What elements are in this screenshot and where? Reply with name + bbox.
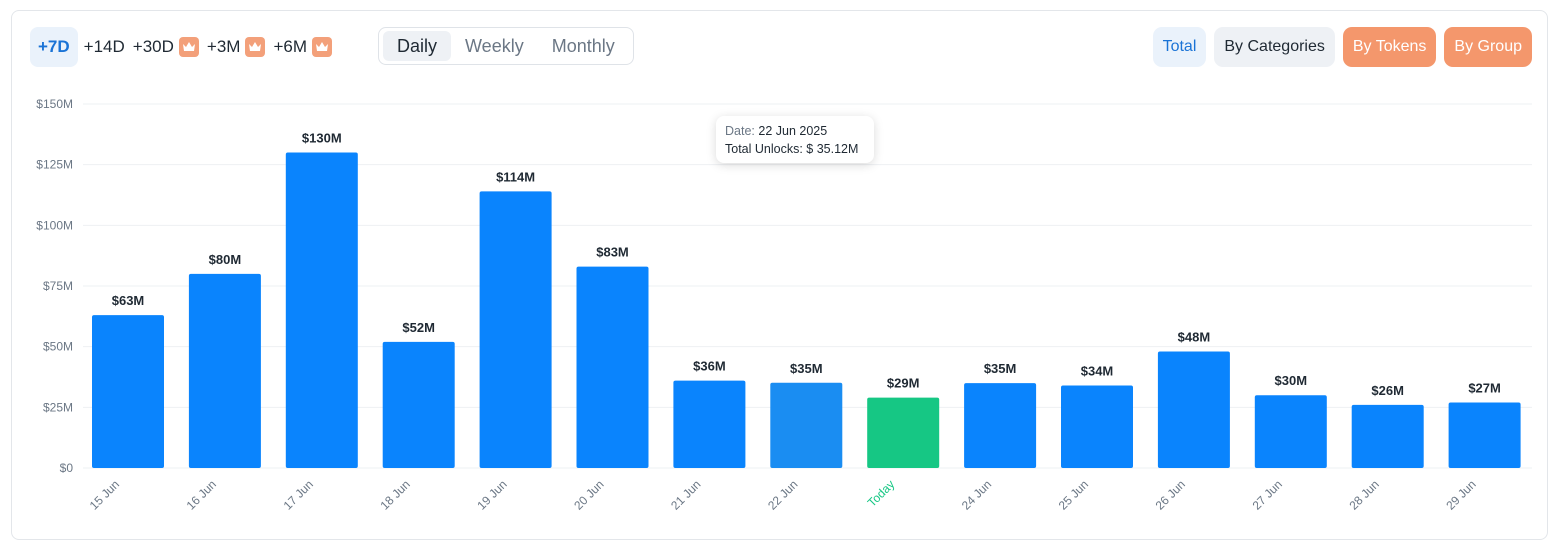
bar-value-label: $48M	[1178, 330, 1211, 345]
bar[interactable]	[92, 315, 164, 468]
bar[interactable]	[576, 266, 649, 468]
range-label: +7D	[38, 37, 70, 56]
range-7d[interactable]: +7D	[30, 27, 78, 67]
view-selector: Total By Categories By Tokens By Group	[1145, 27, 1532, 67]
bar-value-label: $63M	[112, 293, 145, 308]
range-14d[interactable]: +14D	[84, 27, 125, 67]
x-tick-label: 27 Jun	[1250, 477, 1285, 512]
tooltip-date-key: Date:	[725, 124, 755, 138]
tooltip-date-value: 22 Jun 2025	[758, 124, 828, 138]
x-tick-label: 24 Jun	[959, 477, 994, 512]
bar-value-label: $36M	[693, 359, 726, 374]
range-label: +30D	[132, 37, 174, 56]
bar[interactable]	[1448, 402, 1521, 468]
y-tick-label: $25M	[43, 400, 73, 414]
bar[interactable]	[188, 273, 261, 468]
range-label: +6M	[273, 37, 308, 56]
bar-value-label: $83M	[596, 245, 629, 260]
bar-value-label: $29M	[887, 376, 920, 391]
view-by-group-button[interactable]: By Group	[1444, 27, 1532, 67]
bar-tooltip: Date: 22 Jun 2025 Total Unlocks: $ 35.12…	[716, 116, 874, 163]
bar-value-label: $35M	[984, 361, 1017, 376]
range-6m[interactable]: +6M	[273, 27, 333, 67]
period-monthly[interactable]: Monthly	[551, 35, 615, 56]
range-selector: +7D +14D +30D +3M +6M	[30, 27, 340, 67]
bar-value-label: $80M	[209, 252, 242, 267]
x-tick-label: 26 Jun	[1153, 477, 1188, 512]
bar-value-label: $26M	[1371, 383, 1404, 398]
bar-value-label: $27M	[1468, 380, 1501, 395]
crown-icon	[312, 37, 333, 57]
bar[interactable]	[964, 383, 1037, 468]
x-tick-label: 28 Jun	[1346, 477, 1381, 512]
view-total-button[interactable]: Total	[1152, 27, 1207, 67]
x-tick-label: Today	[865, 477, 898, 510]
bar-value-label: $30M	[1275, 373, 1308, 388]
bar-value-label: $35M	[790, 361, 823, 376]
bar-value-label: $130M	[302, 131, 342, 146]
x-tick-label: 19 Jun	[474, 477, 509, 512]
x-tick-label: 29 Jun	[1443, 477, 1478, 512]
bar[interactable]	[285, 152, 358, 469]
y-tick-label: $0	[60, 461, 74, 475]
y-tick-label: $75M	[43, 279, 73, 293]
x-tick-label: 18 Jun	[377, 477, 412, 512]
x-tick-label: 16 Jun	[184, 477, 219, 512]
x-tick-label: 22 Jun	[765, 477, 800, 512]
bar[interactable]	[1254, 395, 1327, 468]
range-30d[interactable]: +30D	[133, 27, 199, 67]
range-label: +3M	[206, 37, 241, 56]
x-tick-label: 17 Jun	[281, 477, 316, 512]
x-tick-label: 20 Jun	[571, 477, 606, 512]
x-tick-label: 15 Jun	[87, 477, 122, 512]
bar[interactable]	[1061, 385, 1133, 468]
period-daily[interactable]: Daily	[383, 31, 452, 61]
view-by-tokens-button[interactable]: By Tokens	[1342, 27, 1437, 67]
bar[interactable]	[1351, 404, 1424, 468]
tooltip-unlocks-value: $ 35.12M	[806, 142, 859, 156]
bar[interactable]	[1157, 351, 1230, 468]
bar[interactable]	[479, 191, 552, 469]
range-label: +14D	[83, 37, 125, 56]
period-weekly[interactable]: Weekly	[465, 35, 524, 56]
x-tick-label: 25 Jun	[1056, 477, 1091, 512]
y-tick-label: $100M	[36, 218, 73, 232]
bar[interactable]	[382, 341, 455, 468]
tooltip-unlocks-key: Total Unlocks:	[725, 142, 803, 156]
y-tick-label: $125M	[36, 158, 73, 172]
crown-icon	[245, 37, 266, 57]
bar-value-label: $52M	[402, 320, 435, 335]
bar[interactable]	[770, 382, 843, 468]
bar[interactable]	[673, 380, 746, 468]
period-toggle: Daily Weekly Monthly	[378, 27, 634, 65]
y-tick-label: $150M	[36, 97, 73, 111]
bar-value-label: $114M	[496, 169, 535, 184]
bar[interactable]	[867, 397, 940, 468]
y-tick-label: $50M	[43, 340, 73, 354]
x-tick-label: 21 Jun	[668, 477, 703, 512]
bar-value-label: $34M	[1081, 363, 1114, 378]
range-3m[interactable]: +3M	[207, 27, 266, 67]
crown-icon	[178, 37, 199, 57]
view-by-categories-button[interactable]: By Categories	[1214, 27, 1335, 67]
